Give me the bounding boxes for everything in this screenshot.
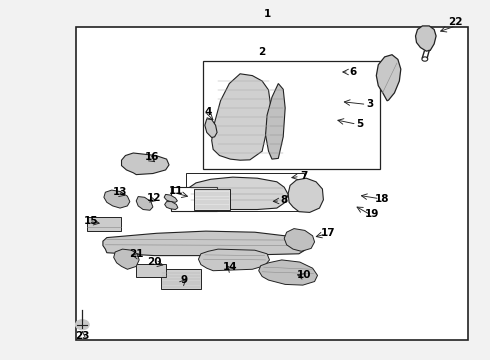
Polygon shape [266, 84, 285, 159]
Text: 7: 7 [300, 171, 308, 181]
Text: 2: 2 [259, 47, 266, 57]
Polygon shape [205, 119, 217, 138]
Text: 18: 18 [375, 194, 390, 204]
Bar [186, 173, 304, 211]
Bar [161, 269, 201, 289]
Text: 19: 19 [365, 209, 380, 219]
Text: 17: 17 [321, 228, 336, 238]
Text: 10: 10 [296, 270, 311, 280]
Polygon shape [122, 153, 169, 175]
Polygon shape [103, 231, 306, 256]
Polygon shape [198, 249, 270, 271]
Polygon shape [259, 260, 318, 285]
Text: 12: 12 [147, 193, 162, 203]
Text: 11: 11 [169, 186, 184, 196]
Text: 6: 6 [349, 67, 356, 77]
Text: 21: 21 [129, 249, 144, 259]
Text: 14: 14 [223, 262, 238, 272]
Text: 23: 23 [75, 330, 90, 341]
Text: 15: 15 [83, 216, 98, 226]
Text: 20: 20 [147, 257, 162, 267]
Circle shape [75, 320, 89, 330]
Polygon shape [165, 202, 178, 210]
Bar [76, 27, 468, 340]
Text: 9: 9 [180, 275, 187, 285]
Polygon shape [104, 190, 130, 208]
Text: 22: 22 [448, 17, 463, 27]
Text: 8: 8 [281, 195, 288, 205]
Bar [87, 217, 121, 231]
Bar [203, 61, 380, 169]
Polygon shape [288, 178, 323, 212]
Text: 5: 5 [357, 119, 364, 129]
Text: 13: 13 [113, 186, 127, 197]
Text: 3: 3 [367, 99, 373, 109]
Text: 16: 16 [145, 152, 159, 162]
Bar [136, 264, 166, 277]
Text: 4: 4 [204, 107, 212, 117]
Text: 1: 1 [264, 9, 270, 19]
Polygon shape [114, 249, 139, 269]
Polygon shape [416, 26, 436, 51]
Polygon shape [164, 194, 177, 202]
Bar [194, 189, 230, 210]
Polygon shape [284, 229, 315, 251]
Polygon shape [186, 177, 288, 210]
Polygon shape [376, 55, 401, 101]
Polygon shape [136, 197, 153, 210]
Polygon shape [212, 74, 270, 160]
Bar [171, 187, 217, 211]
